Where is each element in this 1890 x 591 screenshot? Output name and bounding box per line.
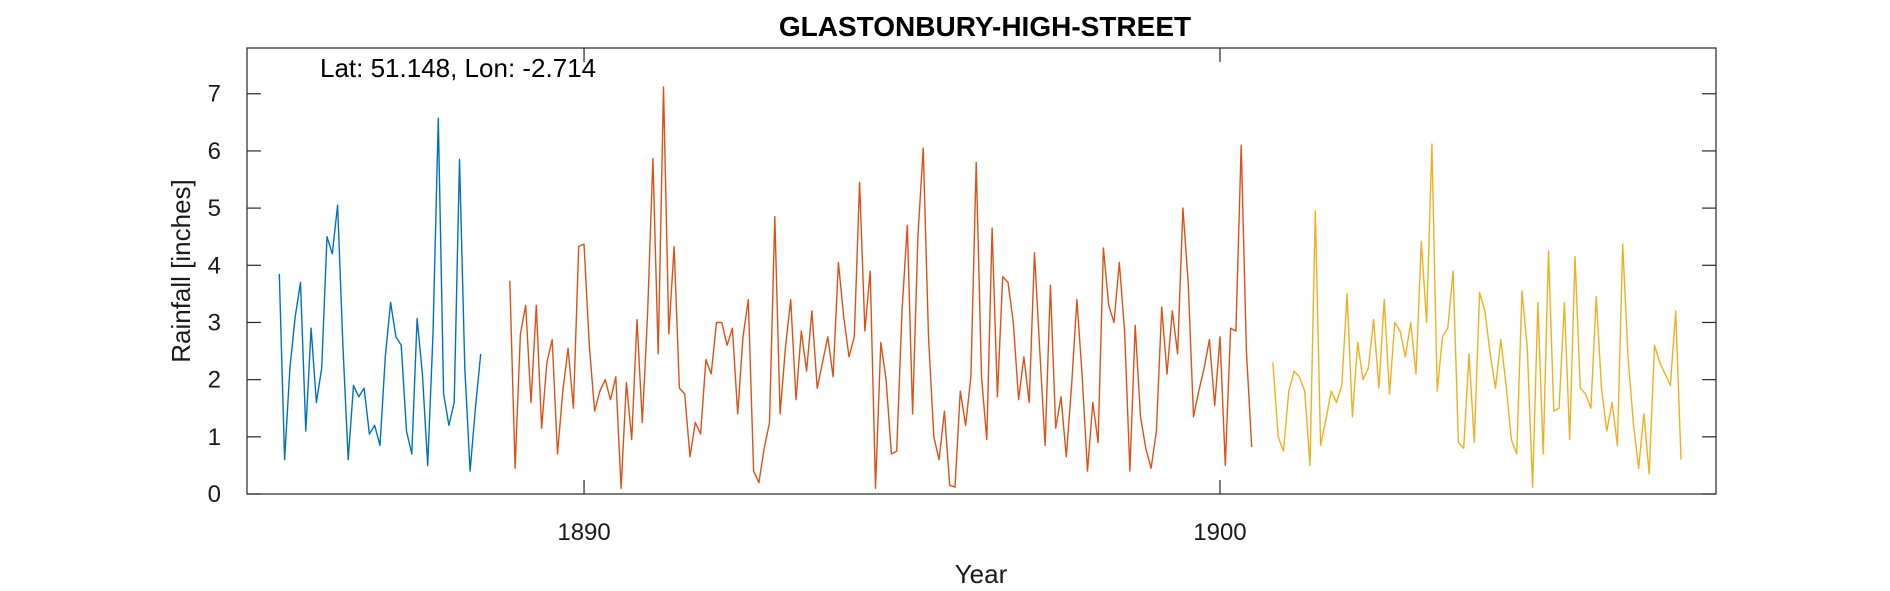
x-tick-label: 1900 (1193, 519, 1246, 546)
y-tick-label: 6 (208, 138, 221, 165)
y-tick-label: 3 (208, 309, 221, 336)
axis-ticks: 0 1 2 3 4 5 6 7 1890 1900 (208, 48, 1716, 546)
series-line-1 (278, 117, 482, 472)
series-line-2 (509, 86, 1253, 489)
y-tick-label: 4 (208, 252, 221, 279)
x-tick-label: 1890 (557, 519, 610, 546)
y-tick-label: 1 (208, 424, 221, 451)
y-tick-label: 2 (208, 367, 221, 394)
x-axis-label: Year (955, 559, 1008, 589)
y-tick-label: 7 (208, 81, 221, 108)
chart-title: GLASTONBURY-HIGH-STREET (779, 11, 1191, 42)
y-tick-label: 5 (208, 195, 221, 222)
series-lines (278, 86, 1682, 489)
location-annotation: Lat: 51.148, Lon: -2.714 (320, 53, 596, 83)
y-axis-label: Rainfall [inches] (166, 179, 196, 363)
y-tick-label: 0 (208, 481, 221, 508)
series-line-3 (1272, 143, 1682, 488)
plot-frame (246, 47, 1717, 495)
